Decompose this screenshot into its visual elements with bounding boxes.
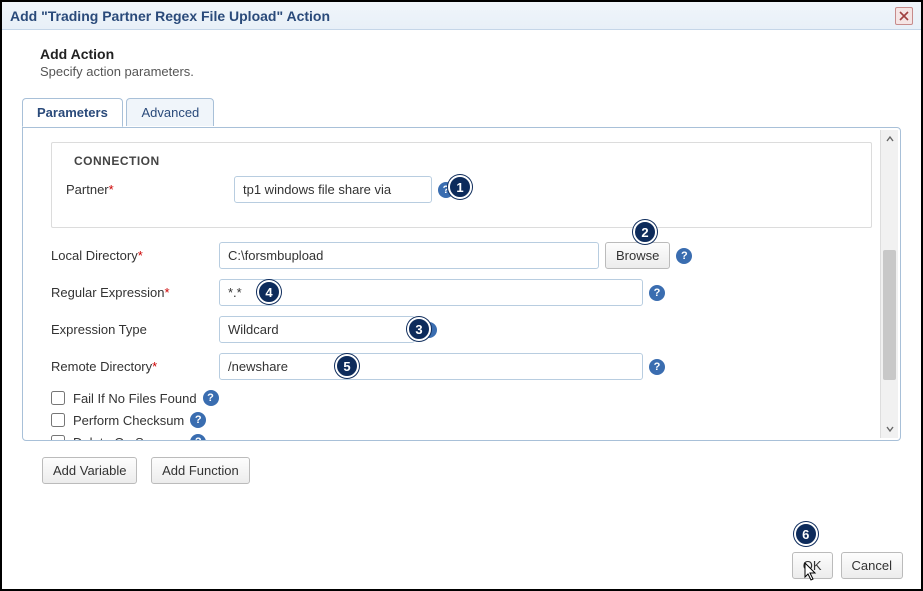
tab-panel-parameters: CONNECTION Partner* ? 1 Local Directory*…: [22, 127, 901, 441]
regex-label-text: Regular Expression: [51, 285, 164, 300]
connection-fieldset: CONNECTION Partner* ? 1: [51, 142, 872, 228]
help-icon[interactable]: ?: [649, 285, 665, 301]
help-icon[interactable]: ?: [190, 434, 206, 440]
delete-on-success-checkbox[interactable]: [51, 435, 65, 440]
perform-checksum-checkbox[interactable]: [51, 413, 65, 427]
required-marker: *: [138, 248, 143, 263]
local-dir-row: Local Directory* Browse ? 2: [51, 242, 872, 269]
fail-if-no-files-label: Fail If No Files Found: [73, 391, 197, 406]
help-icon[interactable]: ?: [203, 390, 219, 406]
callout-2: 2: [633, 220, 657, 244]
remote-dir-row: Remote Directory* ? 5: [51, 353, 872, 380]
partner-label: Partner*: [66, 182, 234, 197]
section-subtitle: Specify action parameters.: [40, 64, 901, 79]
tab-advanced[interactable]: Advanced: [126, 98, 214, 126]
expression-type-input[interactable]: [219, 316, 415, 343]
cancel-button[interactable]: Cancel: [841, 552, 903, 579]
close-icon[interactable]: [895, 7, 913, 25]
partner-input[interactable]: [234, 176, 432, 203]
regex-row: Regular Expression* ? 4: [51, 279, 872, 306]
dialog-window: Add "Trading Partner Regex File Upload" …: [0, 0, 923, 591]
footer-right: OK 6 Cancel: [792, 552, 903, 579]
dialog-body: Add Action Specify action parameters. Pa…: [2, 30, 921, 510]
help-icon[interactable]: ?: [676, 248, 692, 264]
delete-on-success-label: Delete On Success: [73, 435, 184, 441]
scrollbar-thumb[interactable]: [883, 250, 896, 380]
exptype-label: Expression Type: [51, 322, 219, 337]
connection-legend: CONNECTION: [70, 154, 164, 168]
callout-3: 3: [407, 317, 431, 341]
required-marker: *: [152, 359, 157, 374]
remote-dir-label-text: Remote Directory: [51, 359, 152, 374]
local-directory-input[interactable]: [219, 242, 599, 269]
titlebar: Add "Trading Partner Regex File Upload" …: [2, 2, 921, 30]
required-marker: *: [109, 182, 114, 197]
fail-if-no-files-checkbox[interactable]: [51, 391, 65, 405]
delete-on-success-row: Delete On Success ?: [51, 434, 872, 440]
local-dir-label: Local Directory*: [51, 248, 219, 263]
help-icon[interactable]: ?: [649, 359, 665, 375]
exptype-row: Expression Type ? 3: [51, 316, 872, 343]
scroll-down-icon[interactable]: [881, 420, 898, 438]
callout-4: 4: [257, 280, 281, 304]
section-title: Add Action: [40, 46, 901, 62]
partner-row: Partner* ? 1: [66, 176, 857, 203]
scroll-up-icon[interactable]: [881, 130, 898, 148]
scroll-area: CONNECTION Partner* ? 1 Local Directory*…: [23, 128, 900, 440]
tab-parameters[interactable]: Parameters: [22, 98, 123, 127]
remote-dir-label: Remote Directory*: [51, 359, 219, 374]
required-marker: *: [164, 285, 169, 300]
add-function-button[interactable]: Add Function: [151, 457, 250, 484]
help-icon[interactable]: ?: [190, 412, 206, 428]
footer-left: Add Variable Add Function: [22, 441, 901, 500]
fail-if-no-files-row: Fail If No Files Found ?: [51, 390, 872, 406]
regex-input[interactable]: [219, 279, 643, 306]
local-dir-label-text: Local Directory: [51, 248, 138, 263]
scrollbar[interactable]: [880, 130, 898, 438]
partner-label-text: Partner: [66, 182, 109, 197]
add-variable-button[interactable]: Add Variable: [42, 457, 137, 484]
perform-checksum-label: Perform Checksum: [73, 413, 184, 428]
regex-label: Regular Expression*: [51, 285, 219, 300]
cursor-icon: [802, 562, 820, 584]
callout-5: 5: [335, 354, 359, 378]
remote-directory-input[interactable]: [219, 353, 643, 380]
callout-1: 1: [448, 175, 472, 199]
perform-checksum-row: Perform Checksum ?: [51, 412, 872, 428]
tabs: Parameters Advanced: [22, 97, 901, 127]
callout-6: 6: [794, 522, 818, 546]
dialog-title: Add "Trading Partner Regex File Upload" …: [10, 8, 330, 24]
browse-button[interactable]: Browse: [605, 242, 670, 269]
